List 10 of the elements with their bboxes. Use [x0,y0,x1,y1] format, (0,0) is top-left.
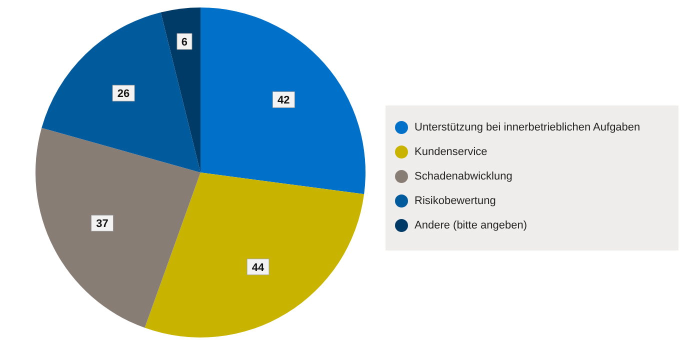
legend-label: Unterstützung bei innerbetrieblichen Aufgaben [414,122,640,134]
data-label: 26 [117,88,130,100]
legend-label: Andere (bitte angeben) [414,220,528,232]
data-label: 37 [96,218,108,230]
legend-label: Schadenabwicklung [414,170,512,182]
data-label: 6 [181,36,188,48]
legend-label: Kundenservice [414,146,488,158]
data-label: 42 [278,94,290,107]
data-label: 44 [252,262,266,274]
legend-label: Risikobewertung [414,195,496,207]
